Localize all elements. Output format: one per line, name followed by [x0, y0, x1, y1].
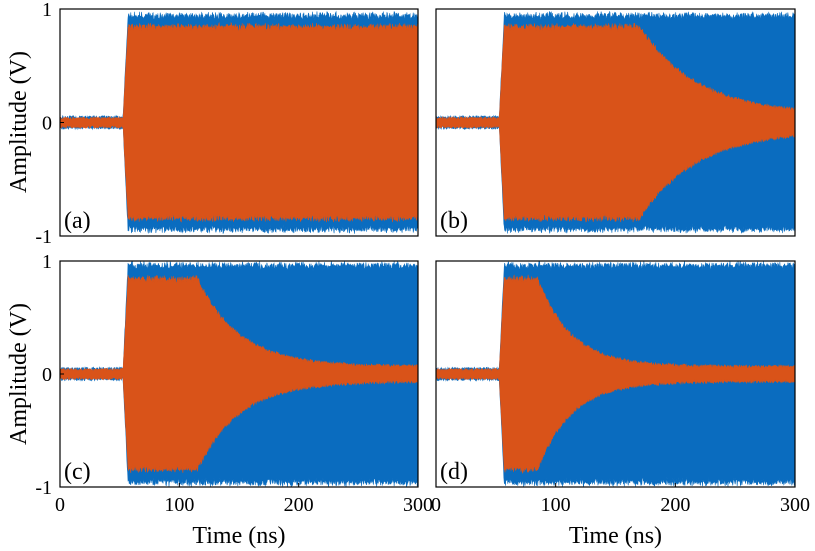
panel-b: (b): [435, 8, 796, 237]
series-output-c: [60, 274, 418, 474]
y-tick-label: 1: [42, 0, 52, 21]
panel-label: (a): [64, 208, 91, 234]
x-tick-label: 0: [55, 494, 65, 516]
panel-d: 0 100 200 300 (d) Time (ns): [431, 260, 810, 549]
y-tick-label: -1: [35, 477, 52, 499]
series-output-d: [436, 274, 795, 474]
y-axis-label: Amplitude (V): [6, 303, 32, 445]
panel-label: (b): [440, 208, 468, 234]
y-tick-label: 0: [42, 364, 52, 386]
x-tick-label: 100: [541, 494, 571, 516]
panel-c: 10-10 100 200 300(c)Amplitude (V)Time (ns): [6, 251, 433, 549]
y-tick-label: 0: [42, 113, 52, 135]
y-axis-label: Amplitude (V): [6, 51, 32, 193]
x-axis-label: Time (ns): [569, 523, 662, 549]
axes-frame: [435, 8, 796, 237]
x-axis-label: Time (ns): [192, 523, 285, 549]
x-tick-label: 0: [431, 494, 441, 516]
series-output-b: [436, 22, 795, 223]
axes-frame: [435, 260, 796, 488]
panel-a: 1 0 -1 (a) Amplitude (V): [6, 0, 419, 248]
panel-label: (c): [64, 459, 91, 485]
x-tick-label: 200: [284, 494, 314, 516]
x-tick-label: 200: [660, 494, 690, 516]
series-output-a: [60, 21, 418, 223]
x-tick-label: 100: [164, 494, 194, 516]
y-tick-label: 1: [42, 251, 52, 273]
x-tick-label: 300: [780, 494, 810, 516]
y-tick-label: -1: [35, 226, 52, 248]
x-tick-label: 300: [403, 494, 433, 516]
panel-label: (d): [440, 459, 468, 485]
